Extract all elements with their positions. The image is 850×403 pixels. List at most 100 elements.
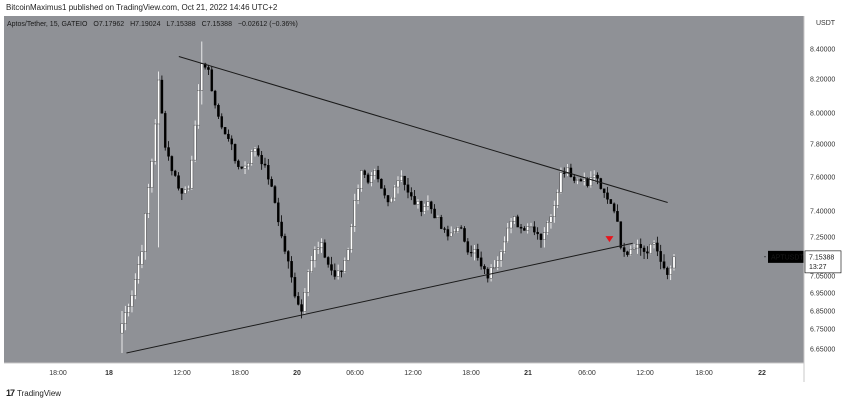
candle xyxy=(483,264,486,275)
candle-body xyxy=(556,192,559,206)
candle-body xyxy=(476,249,480,258)
candle-body xyxy=(197,90,200,126)
candle-body xyxy=(140,251,144,265)
candle-body xyxy=(353,200,357,227)
candle xyxy=(253,146,257,157)
chart-canvas[interactable]: 8.40000 8.20000 8.00000 7.80000 7.60000 7.400… xyxy=(4,16,842,382)
time-axis[interactable] xyxy=(4,363,804,382)
candle xyxy=(247,163,250,170)
candle xyxy=(270,176,273,188)
candle xyxy=(396,176,400,194)
candles-group xyxy=(120,41,676,353)
footer-brand: TradingView xyxy=(17,388,62,398)
price-tag-price: 7.15388 xyxy=(809,254,834,261)
candle xyxy=(646,246,649,259)
time-tick-label: 12:00 xyxy=(404,370,422,377)
candle xyxy=(353,193,357,232)
candle-body xyxy=(466,241,470,253)
candle xyxy=(336,264,340,280)
candle xyxy=(170,155,174,176)
candle-body xyxy=(127,306,130,314)
candle xyxy=(656,236,659,257)
candle xyxy=(659,244,662,270)
candle xyxy=(476,243,480,261)
candle xyxy=(150,158,154,193)
candle xyxy=(320,238,323,253)
candle xyxy=(563,167,566,178)
candle-body xyxy=(672,256,676,269)
candle xyxy=(529,222,533,228)
candle xyxy=(526,223,529,234)
candle-body xyxy=(646,251,649,254)
candle-body xyxy=(596,174,599,179)
candle xyxy=(316,241,320,254)
time-tick-label: 06:00 xyxy=(346,370,364,377)
price-tick-label: 7.80000 xyxy=(810,142,835,149)
candle xyxy=(639,238,642,256)
legend-line: Aptos/Tether, 15, GATEIO O7.17962 H7.190… xyxy=(7,21,298,28)
candle-body xyxy=(616,211,619,222)
candle xyxy=(400,170,403,182)
legend: Aptos/Tether, 15, GATEIO O7.17962 H7.190… xyxy=(7,21,298,28)
price-tick-label: 6.95000 xyxy=(810,291,835,298)
candle xyxy=(290,256,293,283)
candle-body xyxy=(124,312,127,324)
candle-body xyxy=(606,192,609,200)
candle-body xyxy=(533,226,536,233)
candle-body xyxy=(373,170,376,176)
candle-body xyxy=(330,264,333,271)
candle xyxy=(546,220,549,235)
candle xyxy=(549,214,553,229)
candle xyxy=(376,165,380,183)
candle-body xyxy=(340,270,343,272)
candle-body xyxy=(160,79,164,114)
candle-body xyxy=(293,277,297,297)
legend-h-value: 7.19024 xyxy=(135,21,160,28)
legend-o-value: 7.17962 xyxy=(99,21,124,28)
candle-body xyxy=(436,216,440,219)
candle-body xyxy=(453,231,456,234)
candle xyxy=(459,225,463,230)
price-tick-label: 6.75000 xyxy=(810,327,835,334)
candle xyxy=(649,244,652,255)
price-tick-label: 7.60000 xyxy=(810,175,835,182)
candle xyxy=(356,184,360,205)
candle-body xyxy=(230,138,233,145)
candle-body xyxy=(366,174,370,183)
candle-body xyxy=(576,179,579,181)
candle-body xyxy=(549,216,553,223)
candle-body xyxy=(290,261,293,278)
candle xyxy=(147,183,150,219)
descending-trendline xyxy=(178,56,668,203)
candle xyxy=(513,216,516,224)
candle xyxy=(326,256,330,268)
candle xyxy=(453,229,456,234)
candle xyxy=(503,236,506,254)
candle xyxy=(493,260,496,269)
candle xyxy=(426,195,430,211)
candle xyxy=(543,227,546,248)
candle xyxy=(582,172,586,186)
candle xyxy=(669,265,672,281)
candle-body xyxy=(503,241,506,252)
candle xyxy=(193,120,197,163)
candle-body xyxy=(200,63,204,91)
candle xyxy=(642,245,646,260)
candle-body xyxy=(400,175,403,181)
candle xyxy=(237,159,240,170)
plot-area[interactable] xyxy=(4,16,804,363)
candle-body xyxy=(356,188,360,201)
candle xyxy=(330,256,333,276)
time-tick-label: 21 xyxy=(524,370,532,377)
footer: 17 TradingView xyxy=(6,386,61,400)
candle-body xyxy=(273,186,277,203)
candle xyxy=(277,197,280,227)
candle xyxy=(267,158,270,185)
candle xyxy=(632,243,636,250)
candle xyxy=(167,141,170,161)
candle-body xyxy=(190,159,194,189)
price-axis[interactable] xyxy=(804,16,842,382)
candle-body xyxy=(287,251,290,262)
candle xyxy=(393,184,396,201)
candle-body xyxy=(523,228,526,231)
